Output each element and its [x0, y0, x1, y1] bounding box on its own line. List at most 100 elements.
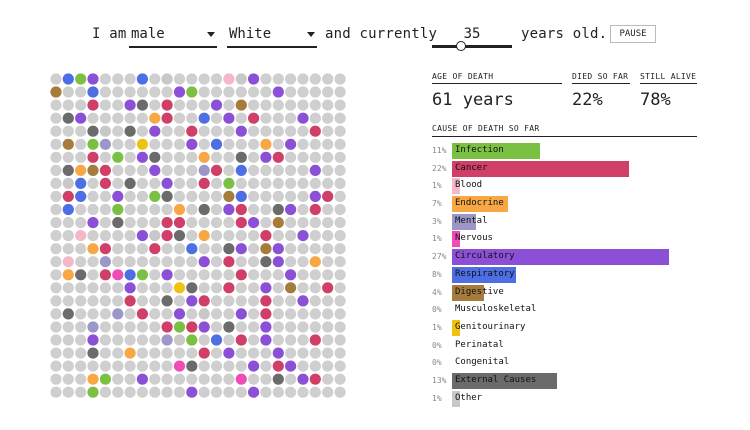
person-dot-alive	[198, 269, 210, 281]
person-dot-alive	[50, 164, 62, 176]
pause-button[interactable]: PAUSE	[610, 25, 656, 43]
cause-label: Respiratory	[455, 268, 515, 279]
person-dot-alive	[210, 217, 223, 229]
person-dot-alive	[50, 347, 62, 359]
person-dot-alive	[173, 151, 186, 163]
person-dot-circulatory	[235, 308, 247, 320]
person-dot-alive	[272, 230, 284, 242]
person-dot-external-causes	[87, 347, 99, 359]
person-dot-alive	[322, 230, 334, 242]
person-dot-alive	[235, 321, 247, 333]
person-dot-alive	[297, 151, 309, 163]
person-dot-cancer	[272, 151, 284, 163]
person-dot-alive	[223, 230, 235, 242]
person-dot-external-causes	[272, 373, 284, 385]
person-dot-other	[173, 334, 186, 346]
person-dot-alive	[334, 347, 346, 359]
person-dot-alive	[161, 86, 173, 98]
person-dot-alive	[322, 217, 334, 229]
person-dot-alive	[87, 112, 99, 124]
person-dot-alive	[136, 86, 148, 98]
person-dot-alive	[248, 151, 260, 163]
person-dot-alive	[322, 112, 334, 124]
person-dot-alive	[285, 125, 297, 137]
person-dot-alive	[161, 308, 173, 320]
person-dot-circulatory	[285, 138, 297, 150]
cause-percent: 1%	[432, 393, 442, 403]
person-dot-alive	[112, 360, 124, 372]
person-dot-alive	[124, 217, 136, 229]
person-dot-alive	[198, 217, 210, 229]
person-dot-alive	[223, 138, 235, 150]
person-dot-alive	[50, 73, 62, 85]
person-dot-alive	[173, 112, 186, 124]
person-dot-alive	[297, 256, 309, 268]
person-dot-alive	[112, 99, 124, 111]
person-dot-external-causes	[235, 151, 247, 163]
person-dot-alive	[334, 99, 346, 111]
person-dot-alive	[210, 203, 223, 216]
person-dot-alive	[62, 125, 74, 137]
person-dot-alive	[334, 73, 346, 85]
race-select[interactable]: White	[227, 22, 317, 48]
person-dot-alive	[248, 373, 260, 385]
person-dot-alive	[136, 164, 148, 176]
person-dot-alive	[260, 164, 272, 176]
cause-label: Perinatal	[455, 339, 504, 350]
person-dot-alive	[124, 334, 136, 346]
person-dot-cancer	[99, 269, 111, 281]
person-dot-cancer	[260, 308, 272, 320]
person-dot-alive	[112, 256, 124, 268]
person-dot-respiratory	[75, 177, 87, 189]
age-slider[interactable]: 35	[432, 22, 512, 52]
person-dot-alive	[297, 99, 309, 111]
person-dot-alive	[210, 243, 223, 255]
person-dot-alive	[223, 373, 235, 385]
person-dot-alive	[198, 360, 210, 372]
age-slider-track[interactable]	[432, 45, 512, 48]
person-dot-alive	[248, 256, 260, 268]
person-dot-alive	[285, 190, 297, 202]
person-dot-alive	[112, 73, 124, 85]
person-dot-alive	[235, 282, 247, 294]
person-dot-external-causes	[136, 99, 148, 111]
person-dot-alive	[124, 360, 136, 372]
person-dot-alive	[50, 217, 62, 229]
person-dot-alive	[322, 308, 334, 320]
person-dot-circulatory	[285, 203, 297, 216]
person-dot-alive	[50, 386, 62, 398]
person-dot-alive	[136, 386, 148, 398]
person-dot-alive	[75, 282, 87, 294]
person-dot-alive	[210, 308, 223, 320]
person-dot-alive	[285, 99, 297, 111]
person-dot-alive	[223, 86, 235, 98]
person-dot-alive	[272, 177, 284, 189]
person-dot-alive	[99, 112, 111, 124]
cause-percent: 27%	[432, 252, 447, 262]
person-dot-mental	[161, 334, 173, 346]
person-dot-alive	[161, 360, 173, 372]
person-dot-alive	[272, 190, 284, 202]
person-dot-other	[99, 125, 111, 137]
person-dot-cancer	[124, 295, 136, 307]
cause-label: Blood	[455, 180, 483, 191]
person-dot-alive	[198, 138, 210, 150]
person-dot-alive	[285, 230, 297, 242]
person-dot-alive	[309, 138, 321, 150]
person-dot-alive	[75, 203, 87, 216]
person-dot-cancer	[161, 112, 173, 124]
person-dot-circulatory	[272, 86, 284, 98]
person-dot-alive	[149, 360, 161, 372]
sex-select[interactable]: male	[129, 22, 217, 48]
person-dot-alive	[50, 190, 62, 202]
age-slider-thumb[interactable]	[456, 41, 466, 51]
person-dot-alive	[248, 243, 260, 255]
person-dot-cancer	[322, 190, 334, 202]
cause-label: Infection	[455, 145, 504, 155]
person-dot-alive	[112, 125, 124, 137]
person-dot-alive	[223, 295, 235, 307]
cause-bar	[452, 284, 485, 301]
person-dot-alive	[186, 203, 198, 216]
person-dot-circulatory	[248, 217, 260, 229]
person-dot-alive	[99, 203, 111, 216]
